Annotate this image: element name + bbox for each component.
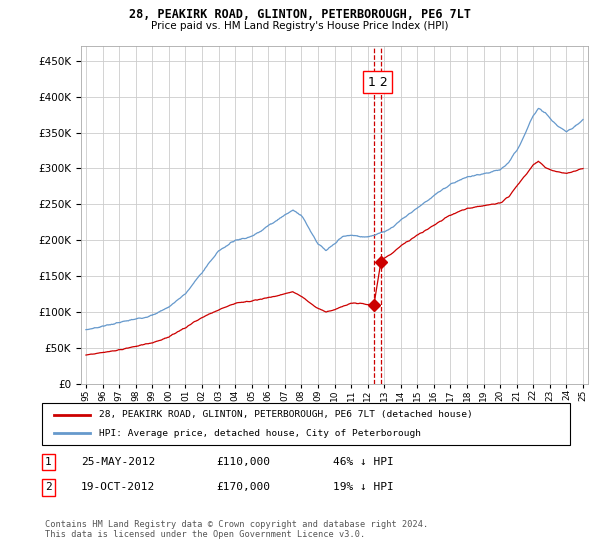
Text: 28, PEAKIRK ROAD, GLINTON, PETERBOROUGH, PE6 7LT: 28, PEAKIRK ROAD, GLINTON, PETERBOROUGH,… xyxy=(129,8,471,21)
Text: 1: 1 xyxy=(45,457,52,467)
Text: 19% ↓ HPI: 19% ↓ HPI xyxy=(333,482,394,492)
Text: 1 2: 1 2 xyxy=(368,76,387,89)
Text: HPI: Average price, detached house, City of Peterborough: HPI: Average price, detached house, City… xyxy=(99,429,421,438)
Text: 46% ↓ HPI: 46% ↓ HPI xyxy=(333,457,394,467)
Text: £110,000: £110,000 xyxy=(216,457,270,467)
Text: 25-MAY-2012: 25-MAY-2012 xyxy=(81,457,155,467)
Text: Price paid vs. HM Land Registry's House Price Index (HPI): Price paid vs. HM Land Registry's House … xyxy=(151,21,449,31)
Text: 19-OCT-2012: 19-OCT-2012 xyxy=(81,482,155,492)
Text: 2: 2 xyxy=(45,482,52,492)
Text: £170,000: £170,000 xyxy=(216,482,270,492)
Text: Contains HM Land Registry data © Crown copyright and database right 2024.
This d: Contains HM Land Registry data © Crown c… xyxy=(45,520,428,539)
Text: 28, PEAKIRK ROAD, GLINTON, PETERBOROUGH, PE6 7LT (detached house): 28, PEAKIRK ROAD, GLINTON, PETERBOROUGH,… xyxy=(99,410,473,419)
